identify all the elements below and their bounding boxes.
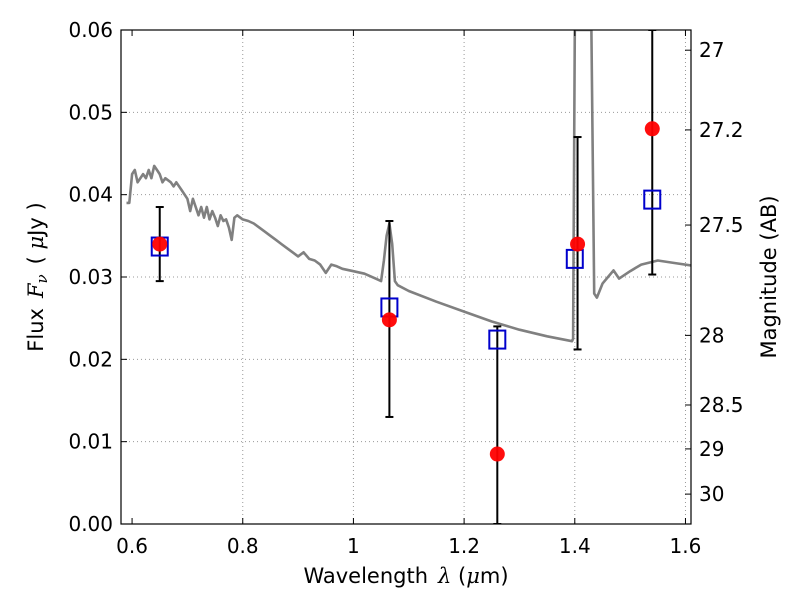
- x-axis-label-main: Wavelength: [303, 564, 428, 588]
- y-axis-label: Flux Fν ( μJy ): [24, 202, 51, 351]
- x-tick-label: 0.8: [227, 534, 259, 558]
- y-axis-label-symbol: F: [24, 282, 48, 299]
- y2-axis-label: Magnitude (AB): [757, 195, 781, 358]
- y-tick-label: 0.01: [68, 430, 113, 454]
- observed-point: [489, 446, 505, 462]
- y-axis-label-unit-open: (: [24, 249, 48, 264]
- grid-lines: [121, 30, 691, 524]
- spectrum-layer: [126, 30, 691, 343]
- x-axis-ticks: 0.6 0.8 1 1.2 1.4 1.6: [116, 30, 701, 558]
- y-tick-label: 0.00: [68, 512, 113, 536]
- model-band-square: [488, 329, 507, 350]
- x-tick-label: 1: [347, 534, 360, 558]
- y-tick-label: 0.04: [68, 183, 113, 207]
- y2-tick-label: 29: [699, 437, 724, 461]
- model-band-square: [643, 189, 662, 210]
- spectrum-line: [126, 30, 691, 343]
- y2-tick-label: 28.5: [699, 393, 744, 417]
- y-axis-label-subscript: ν: [33, 274, 51, 283]
- y2-axis-ticks: 27 27.2 27.5 28 28.5 29 30: [685, 38, 744, 506]
- x-tick-label: 1.2: [448, 534, 480, 558]
- y2-tick-label: 27.5: [699, 213, 744, 237]
- x-tick-label: 0.6: [116, 534, 148, 558]
- y-tick-label: 0.06: [68, 18, 113, 42]
- y-tick-label: 0.03: [68, 265, 113, 289]
- observed-point: [152, 236, 168, 252]
- errorbar-layer: [155, 30, 657, 524]
- observed-point: [570, 236, 586, 252]
- y-axis-label-unit-mu: μ: [24, 236, 48, 250]
- x-axis-label-unit-open: (: [451, 564, 466, 588]
- y2-tick-label: 28: [699, 323, 724, 347]
- y2-tick-label: 27: [699, 38, 724, 62]
- x-axis-label-unit-mu: μ: [466, 564, 480, 588]
- observed-point: [381, 312, 397, 328]
- y-tick-label: 0.02: [68, 347, 113, 371]
- x-tick-label: 1.4: [559, 534, 591, 558]
- y2-tick-label: 27.2: [699, 118, 744, 142]
- observed-point-layer: [152, 121, 660, 462]
- y-tick-label: 0.05: [68, 100, 113, 124]
- x-axis-label-unit-close: m): [480, 564, 509, 588]
- x-axis-label-symbol: λ: [437, 564, 451, 588]
- y-axis-ticks: 0.00 0.01 0.02 0.03 0.04 0.05 0.06: [68, 18, 127, 536]
- y2-tick-label: 30: [699, 482, 724, 506]
- x-tick-label: 1.6: [670, 534, 702, 558]
- x-axis-label: Wavelength λ (μm): [303, 564, 508, 588]
- y-axis-label-main: Flux: [24, 308, 48, 352]
- y-axis-label-unit-close: Jy ): [24, 202, 48, 238]
- observed-point: [644, 121, 660, 137]
